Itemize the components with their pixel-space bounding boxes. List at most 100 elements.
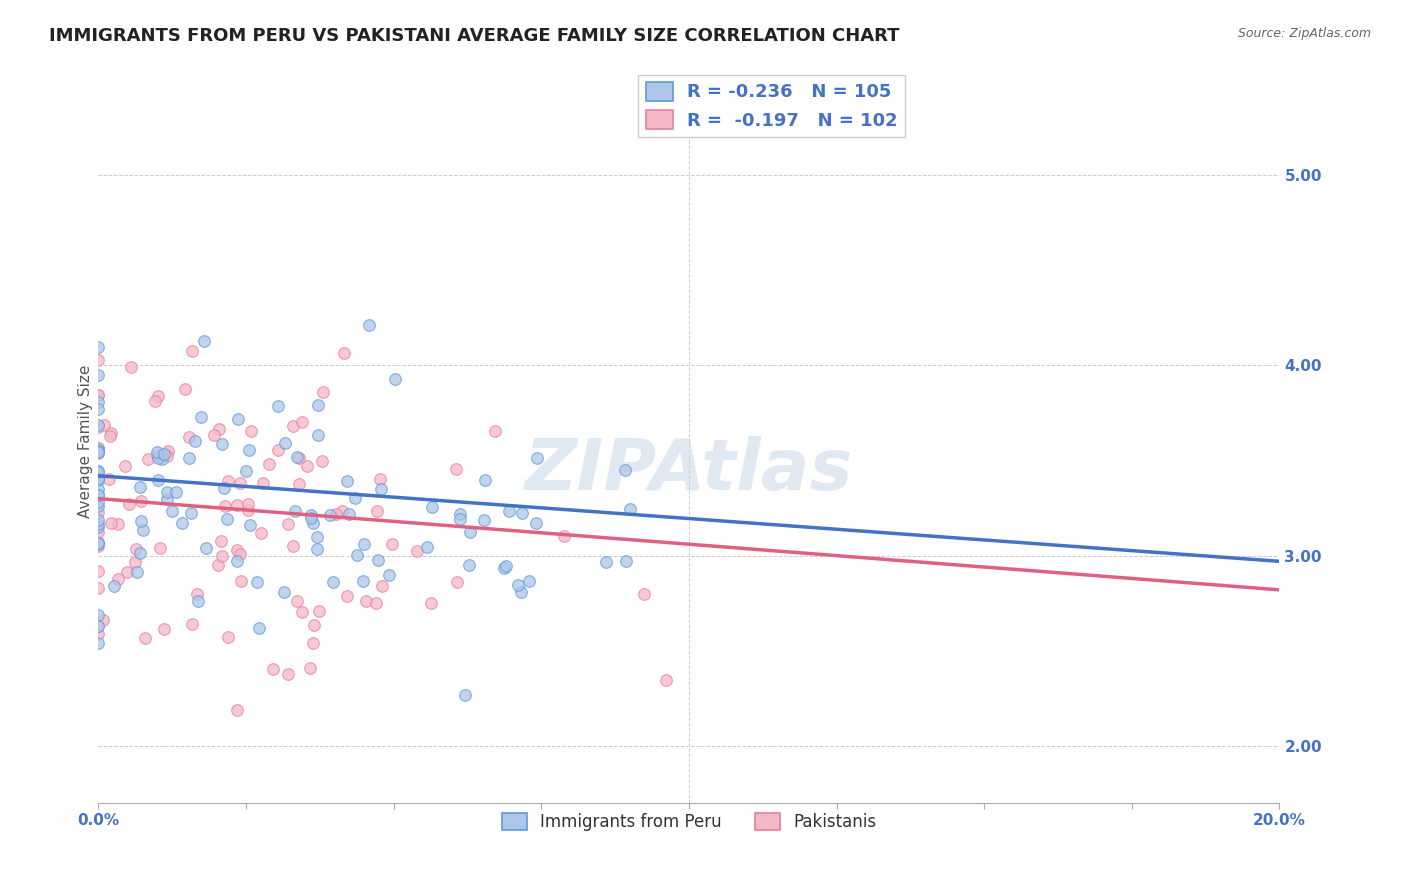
Point	[131, 514, 153, 528]
Point	[295, 458, 318, 473]
Point	[87, 465, 110, 479]
Point	[180, 344, 202, 359]
Point	[87, 340, 110, 354]
Point	[229, 574, 252, 589]
Point	[225, 543, 247, 558]
Point	[364, 596, 387, 610]
Point	[308, 604, 330, 618]
Point	[285, 450, 308, 465]
Point	[165, 485, 187, 500]
Point	[87, 353, 110, 368]
Point	[87, 441, 110, 455]
Point	[156, 443, 179, 458]
Point	[449, 512, 471, 526]
Point	[305, 541, 328, 556]
Legend: Immigrants from Peru, Pakistanis: Immigrants from Peru, Pakistanis	[495, 806, 883, 838]
Point	[226, 703, 249, 717]
Point	[174, 382, 197, 396]
Point	[370, 482, 392, 496]
Point	[179, 450, 201, 465]
Point	[87, 619, 110, 633]
Point	[129, 480, 152, 494]
Point	[371, 579, 394, 593]
Point	[366, 504, 388, 518]
Text: Source: ZipAtlas.com: Source: ZipAtlas.com	[1237, 27, 1371, 40]
Point	[333, 346, 356, 360]
Point	[446, 574, 468, 589]
Point	[87, 472, 110, 486]
Point	[202, 428, 225, 442]
Point	[87, 607, 110, 622]
Point	[217, 511, 239, 525]
Point	[267, 443, 290, 458]
Point	[153, 447, 176, 461]
Point	[614, 554, 637, 568]
Point	[299, 511, 322, 525]
Point	[458, 524, 481, 539]
Point	[87, 445, 110, 459]
Point	[474, 473, 496, 487]
Point	[352, 574, 374, 589]
Point	[619, 501, 641, 516]
Point	[87, 470, 110, 484]
Point	[283, 540, 305, 554]
Point	[519, 574, 541, 589]
Point	[322, 574, 344, 589]
Point	[236, 497, 259, 511]
Point	[115, 565, 138, 579]
Text: ZIPAtlas: ZIPAtlas	[524, 436, 853, 505]
Point	[211, 549, 233, 563]
Point	[100, 516, 122, 530]
Point	[87, 619, 110, 633]
Point	[226, 412, 249, 426]
Point	[87, 564, 110, 578]
Point	[273, 585, 295, 599]
Point	[257, 457, 280, 471]
Point	[160, 504, 183, 518]
Point	[87, 517, 110, 532]
Point	[103, 579, 125, 593]
Point	[384, 372, 406, 386]
Point	[457, 558, 479, 572]
Point	[240, 424, 263, 438]
Point	[217, 474, 239, 488]
Point	[125, 541, 148, 556]
Point	[246, 575, 269, 590]
Point	[336, 474, 359, 488]
Point	[87, 368, 110, 383]
Point	[143, 394, 166, 409]
Point	[132, 523, 155, 537]
Point	[353, 536, 375, 550]
Point	[184, 434, 207, 448]
Y-axis label: Average Family Size: Average Family Size	[77, 365, 93, 518]
Point	[87, 513, 110, 527]
Point	[484, 424, 506, 438]
Point	[311, 454, 333, 468]
Point	[267, 400, 290, 414]
Point	[87, 419, 110, 434]
Point	[179, 429, 201, 443]
Point	[301, 636, 323, 650]
Point	[359, 318, 381, 332]
Point	[97, 472, 120, 486]
Point	[87, 445, 110, 459]
Point	[238, 443, 260, 458]
Point	[498, 504, 520, 518]
Point	[87, 388, 110, 402]
Point	[146, 444, 169, 458]
Point	[307, 428, 329, 442]
Point	[87, 473, 110, 487]
Point	[291, 416, 314, 430]
Point	[274, 436, 297, 450]
Point	[146, 448, 169, 462]
Point	[170, 516, 193, 530]
Point	[214, 499, 236, 513]
Point	[87, 464, 110, 478]
Point	[208, 422, 231, 436]
Point	[524, 516, 547, 530]
Point	[250, 526, 273, 541]
Point	[87, 482, 110, 496]
Point	[332, 504, 354, 518]
Point	[284, 503, 307, 517]
Point	[307, 530, 329, 544]
